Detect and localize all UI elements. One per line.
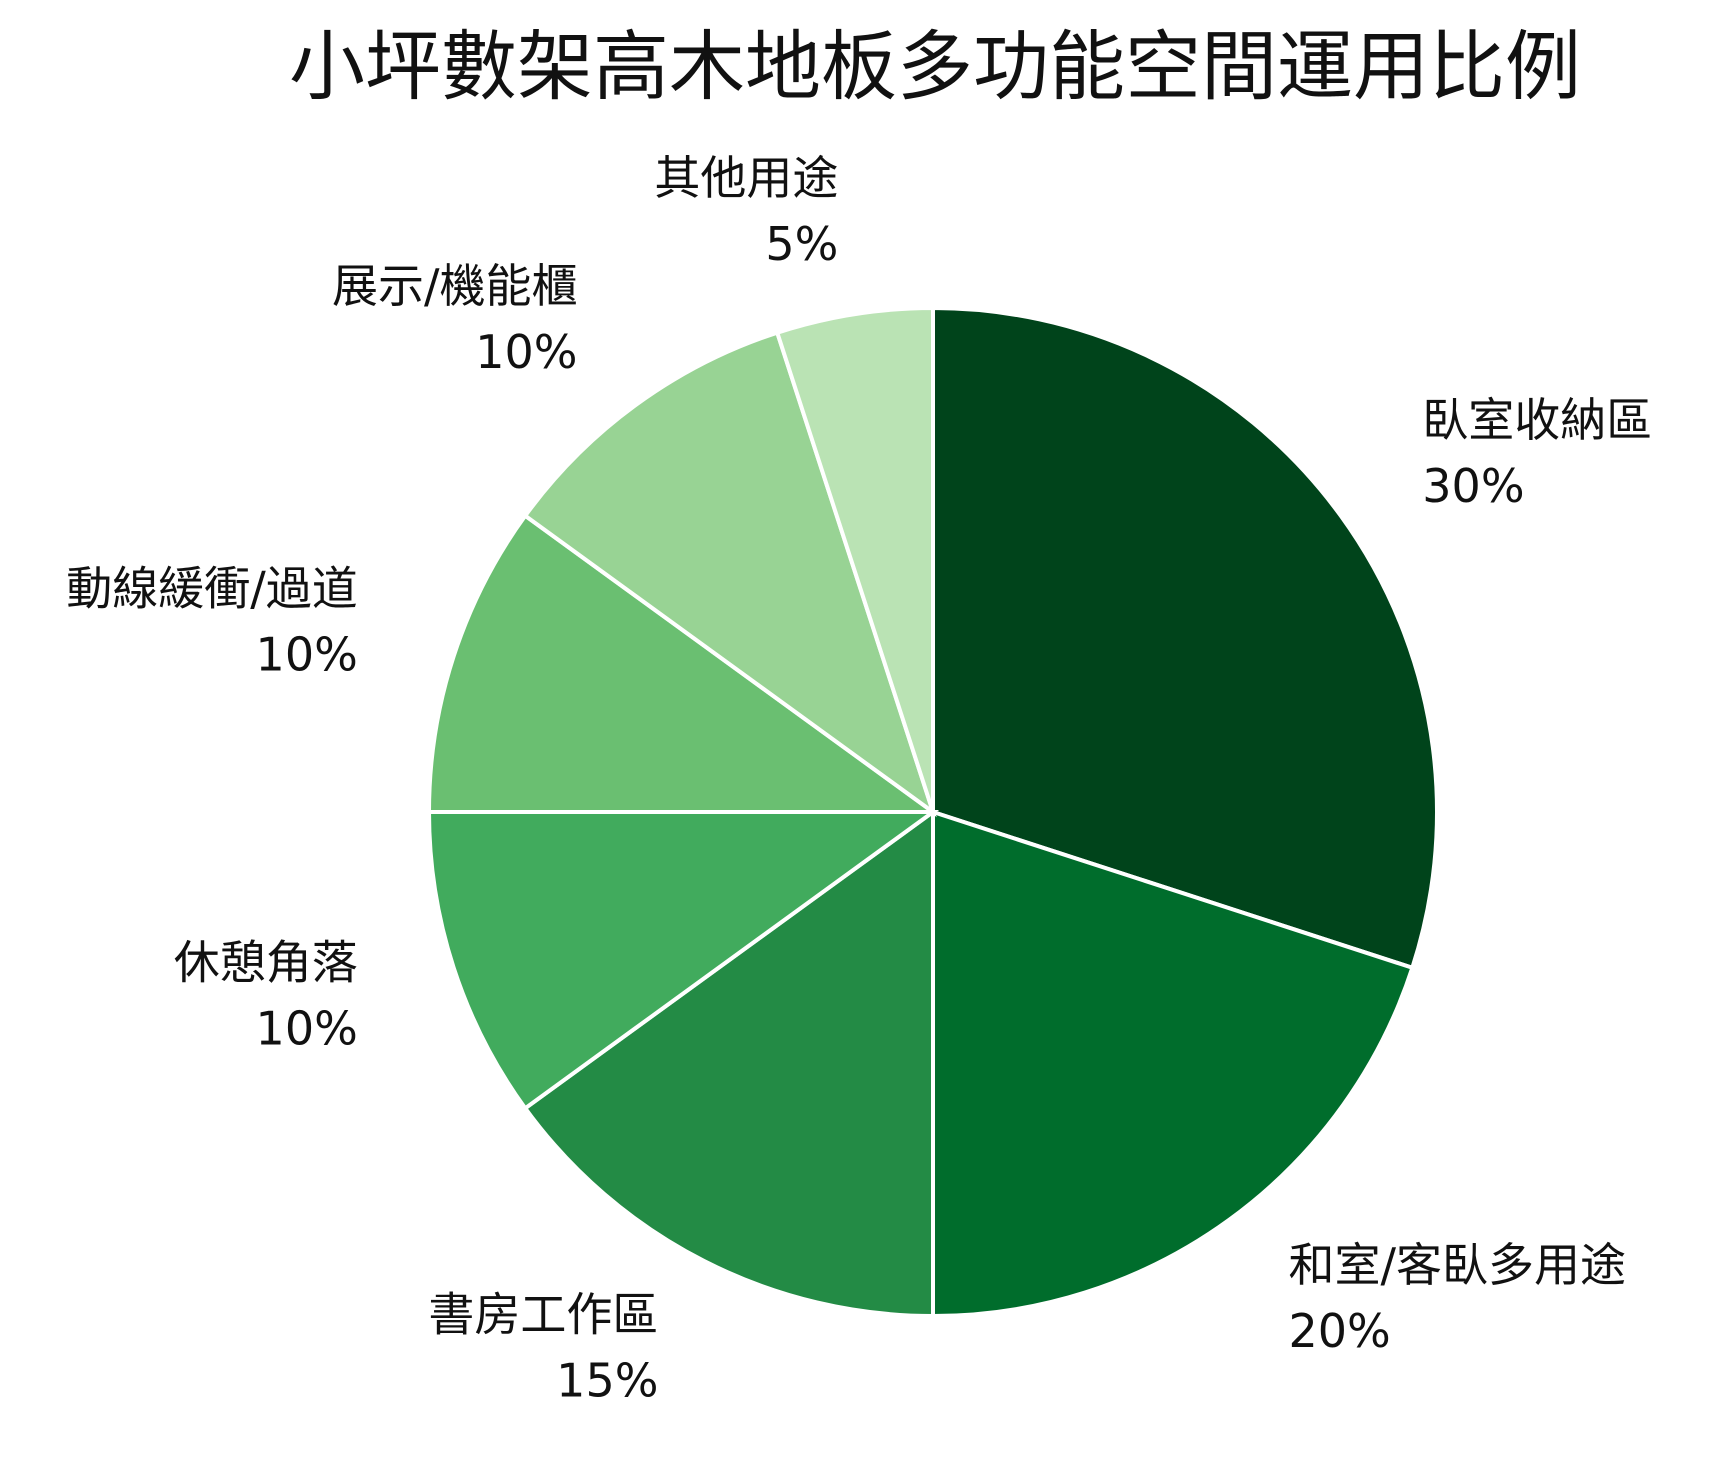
- value-label: 30%: [1422, 459, 1524, 513]
- slice-label: 其他用途: [654, 151, 838, 205]
- value-label: 10%: [475, 325, 577, 379]
- value-label: 20%: [1288, 1304, 1390, 1358]
- pie-slice: [522, 330, 937, 818]
- chart-title: 小坪數架高木地板多功能空間運用比例: [289, 22, 1581, 111]
- pie-slice: [931, 305, 1439, 971]
- slice-label: 展示/機能櫃: [332, 259, 578, 313]
- pie-slice: [522, 808, 935, 1319]
- pie-slice: [426, 512, 940, 814]
- value-label: 15%: [556, 1353, 658, 1407]
- pie-slice: [931, 809, 1415, 1319]
- pie-slice: [426, 810, 940, 1112]
- value-label: 5%: [765, 217, 838, 271]
- slice-label: 書房工作區: [428, 1287, 658, 1341]
- value-label: 10%: [256, 628, 358, 682]
- slice-label: 休憩角落: [174, 935, 358, 989]
- slice-label: 和室/客臥多用途: [1288, 1238, 1626, 1292]
- pie-slice: [774, 305, 935, 813]
- slice-label: 動線緩衝/過道: [66, 562, 358, 616]
- value-label: 10%: [256, 1001, 358, 1055]
- slice-label: 臥室收納區: [1422, 393, 1652, 447]
